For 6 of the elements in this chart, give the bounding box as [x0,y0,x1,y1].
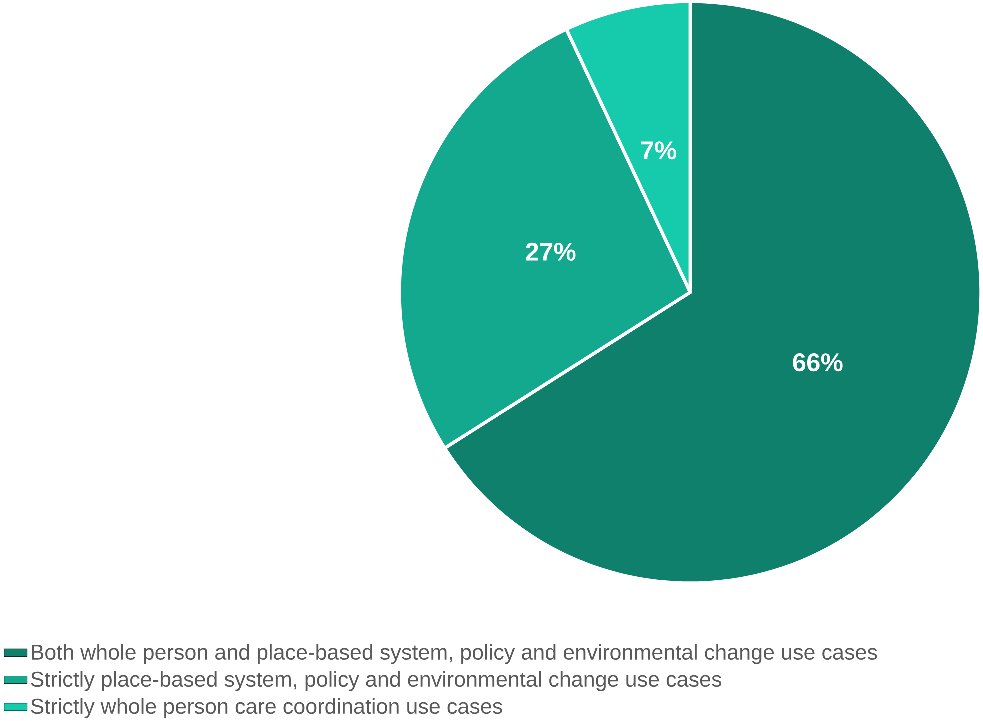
legend-label: Both whole person and place-based system, policy and environmental change use cases [32,644,878,664]
data-label: 27% [526,242,576,261]
legend-label: Strictly whole person care coordination use cases [31,698,502,718]
data-label: 7% [641,141,677,160]
data-label: 66% [793,353,843,372]
legend-label: Strictly place-based system, policy and environmental change use cases [31,671,722,692]
